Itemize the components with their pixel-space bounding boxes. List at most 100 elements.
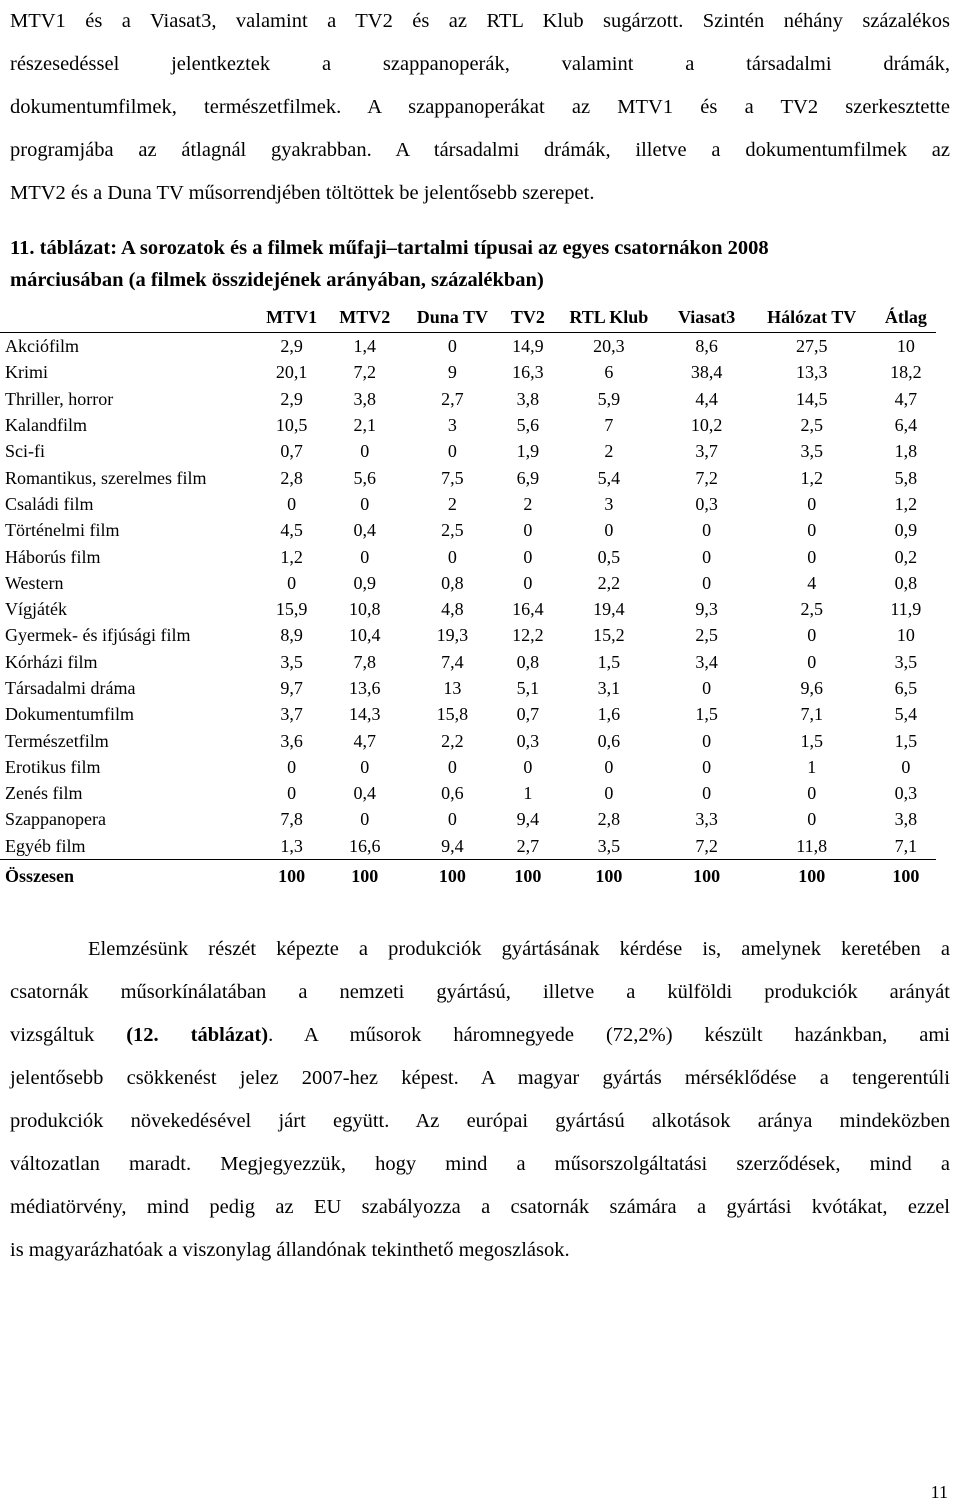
- table-cell: 0,3: [516, 730, 540, 751]
- table-cell: 0,3: [894, 783, 918, 804]
- table-cell: 9,4: [441, 835, 464, 856]
- column-header-empty: [0, 302, 255, 333]
- table-cell: 3,5: [894, 651, 918, 672]
- table-row: Romantikus, szerelmes film 2,8 5,6 7,5 6,9 5,…: [0, 464, 936, 490]
- table-cell: 100: [693, 866, 721, 887]
- table-cell: 5,4: [597, 467, 621, 488]
- table-cell: 38,4: [690, 362, 723, 383]
- table-cell: 1,2: [894, 493, 918, 514]
- table-cell: 0: [604, 783, 614, 804]
- table-cell: 15,9: [275, 599, 308, 620]
- table-cell: 0,8: [894, 572, 918, 593]
- intro-line: MTV2 és a Duna TV műsorrendjében töltött…: [10, 182, 595, 204]
- column-header: MTV1: [266, 306, 318, 327]
- table-cell: 0: [287, 783, 297, 804]
- table-cell: 2,9: [280, 388, 303, 409]
- column-header: Viasat3: [677, 306, 736, 327]
- table-cell: 8,9: [280, 625, 303, 646]
- table-row: Családi film 0 0 2 2 3 0,3 0 1,2: [0, 491, 936, 517]
- table-cell: 3,1: [597, 678, 621, 698]
- table-cell: 2,7: [441, 388, 464, 409]
- column-header: Átlag: [884, 306, 927, 327]
- row-label: Dokumentumfilm: [5, 704, 134, 725]
- table-cell: 100: [438, 866, 466, 887]
- table-row: Egyéb film 1,3 16,6 9,4 2,7 3,5 7,2 11,8 7,1: [0, 833, 936, 860]
- table-cell: 7,8: [353, 651, 376, 672]
- table-cell: 1: [807, 756, 817, 777]
- column-header: TV2: [510, 306, 545, 327]
- table-cell: 0: [287, 493, 297, 514]
- table-cell: 5,9: [597, 388, 621, 409]
- table-cell: 0: [447, 546, 457, 567]
- table-cell: 0,7: [280, 441, 303, 462]
- table-cell: 100: [514, 866, 542, 887]
- table-row: Természetfilm 3,6 4,7 2,2 0,3 0,6 0 1,5 1,5: [0, 727, 936, 753]
- table-cell: 0: [447, 441, 457, 462]
- table-cell: 16,4: [512, 599, 544, 620]
- table-cell: 0,8: [441, 572, 464, 593]
- table-cell: 0,9: [353, 572, 376, 593]
- table-cell: 4,7: [894, 388, 918, 409]
- row-label: Társadalmi dráma: [5, 678, 136, 698]
- table-cell: 9,7: [280, 678, 303, 698]
- table-cell: 100: [278, 866, 306, 887]
- table-row: Kalandfilm 10,5 2,1 3 5,6 7 10,2 2,5 6,4: [0, 412, 936, 438]
- table-cell: 9,6: [800, 678, 823, 698]
- table-cell: 13: [443, 678, 462, 698]
- table-header-row: MTV1 MTV2 Duna TV TV2 RTL Klub Viasat3 Hálózat…: [0, 302, 936, 333]
- table-cell: 0,9: [894, 520, 918, 541]
- table-cell: 10,2: [690, 415, 723, 436]
- table-cell: 0: [807, 809, 817, 830]
- table-total-row: Összesen 100 100 100 100 100 100 100 100: [0, 859, 936, 893]
- row-label: Kalandfilm: [5, 415, 87, 436]
- table-cell: 0: [360, 441, 370, 462]
- table-cell: 0: [523, 756, 533, 777]
- table-cell: 2,2: [441, 730, 464, 751]
- table-row: Történelmi film 4,5 0,4 2,5 0 0 0 0 0,9: [0, 517, 936, 543]
- table-cell: 5,1: [516, 678, 540, 698]
- row-label: Sci-fi: [5, 441, 45, 462]
- table-cell: 18,2: [890, 362, 922, 383]
- table-row: Akciófilm 2,9 1,4 0 14,9 20,3 8,6 27,5 10: [0, 333, 936, 360]
- table-row: Szappanopera 7,8 0 0 9,4 2,8 3,3 0 3,8: [0, 806, 936, 832]
- table-cell: 0: [807, 546, 817, 567]
- table-cell: 0: [807, 651, 817, 672]
- table-cell: 1,9: [516, 441, 540, 462]
- table-cell: 1,5: [695, 704, 718, 725]
- table-cell: 9: [447, 362, 457, 383]
- table-cell: 3,7: [695, 441, 718, 462]
- table-cell: 3: [447, 415, 457, 436]
- row-label: Családi film: [5, 493, 94, 514]
- table-cell: 7,2: [695, 835, 718, 856]
- table-cell: 0: [702, 678, 712, 698]
- table-cell: 1,3: [280, 835, 303, 856]
- row-label: Romantikus, szerelmes film: [5, 467, 207, 488]
- table-cell: 27,5: [795, 336, 828, 357]
- table-cell: 2,5: [800, 415, 823, 436]
- table-cell: 11,8: [796, 835, 828, 856]
- genre-table-container: MTV1 MTV2 Duna TV TV2 RTL Klub Viasat3 Hálózat…: [0, 302, 960, 893]
- table-cell: 0: [447, 336, 457, 357]
- analysis-line: változatlan maradt. Megjegyezzük, hogy m…: [10, 1153, 950, 1175]
- analysis-line: is magyarázhatóak a viszonylag állandóna…: [10, 1239, 570, 1261]
- table-cell: 1,5: [800, 730, 823, 751]
- table-cell: 1,6: [597, 704, 621, 725]
- intro-line: részesedéssel jelentkeztek a szappanoper…: [10, 53, 950, 75]
- row-label: Krimi: [5, 362, 48, 383]
- column-header: Hálózat TV: [767, 306, 857, 327]
- row-label: Gyermek- és ifjúsági film: [5, 625, 191, 646]
- row-label: Western: [5, 572, 64, 593]
- table-cell: 0: [360, 809, 370, 830]
- table-cell: 6,4: [894, 415, 918, 436]
- table-cell: 7,2: [353, 362, 376, 383]
- analysis-line: produkciók növekedésével járt együtt. Az…: [10, 1110, 950, 1132]
- table-cell: 14,5: [795, 388, 828, 409]
- table-cell: 0,6: [597, 730, 621, 751]
- table-cell: 5,8: [894, 467, 918, 488]
- table-cell: 1,2: [280, 546, 303, 567]
- table-cell: 15,2: [593, 625, 625, 646]
- row-label: Természetfilm: [5, 730, 109, 751]
- table-cell: 7,8: [280, 809, 303, 830]
- table-row: Dokumentumfilm 3,7 14,3 15,8 0,7 1,6 1,5 7,1 5,4: [0, 701, 936, 727]
- table-cell: 3,8: [894, 809, 918, 830]
